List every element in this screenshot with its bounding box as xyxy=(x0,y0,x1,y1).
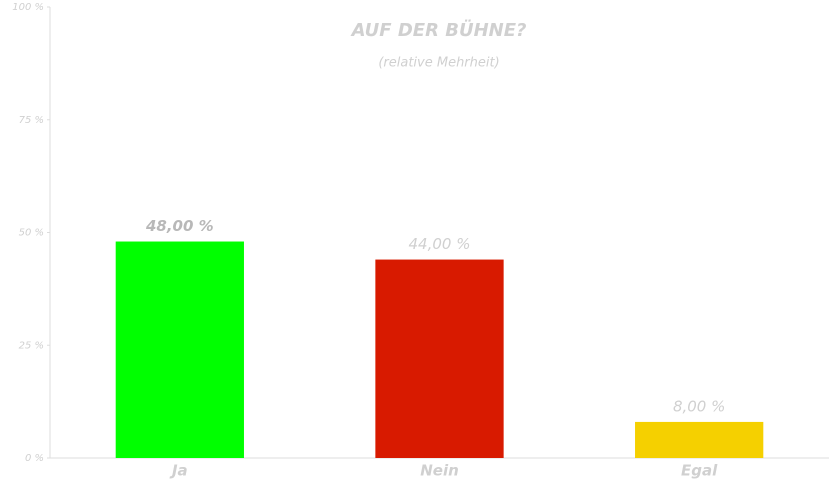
x-tick-label: Ja xyxy=(169,462,188,480)
y-tick-label: 25 % xyxy=(19,340,44,351)
value-label: 8,00 % xyxy=(673,397,725,415)
y-tick-label: 75 % xyxy=(19,115,44,126)
y-tick-label: 50 % xyxy=(19,228,44,239)
y-tick-label: 100 % xyxy=(12,2,44,13)
bar xyxy=(115,241,244,458)
value-label: 48,00 % xyxy=(145,217,214,235)
x-tick-label: Nein xyxy=(420,462,459,480)
x-tick-label: Egal xyxy=(681,462,718,480)
y-tick-label: 0 % xyxy=(25,453,44,464)
chart-title: AUF DER BÜHNE? xyxy=(350,19,527,41)
value-label: 44,00 % xyxy=(409,235,471,253)
bar xyxy=(375,259,504,458)
bar xyxy=(635,421,764,458)
chart-subtitle: (relative Mehrheit) xyxy=(378,56,499,71)
